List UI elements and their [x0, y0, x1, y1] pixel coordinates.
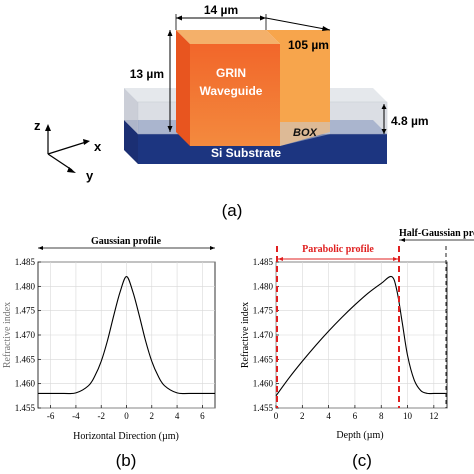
box-label: BOX: [293, 127, 318, 139]
plot-c-ytick-label-3: 1.470: [253, 330, 274, 340]
plot-c-header-parabolic: Parabolic profile: [302, 244, 374, 255]
plot-c-xtick-label-3: 6: [353, 411, 358, 421]
plot-b-ytick-label-0: 1.455: [15, 403, 36, 413]
substrate-front: [124, 120, 138, 164]
dim-length-line: [265, 17, 331, 31]
plot-b-header: Gaussian profile: [91, 236, 162, 247]
plot-c-ytick-label-4: 1.475: [253, 306, 274, 316]
plot-c-parabolic-arrow-left: [278, 257, 283, 261]
plot-c-xtick-label-1: 2: [300, 411, 305, 421]
plot-b-series-line: [37, 276, 216, 395]
waveguide-front-face: [176, 30, 190, 146]
waveguide-top: [176, 30, 280, 44]
plot-b-xlabel: Horizontal Direction (µm): [73, 431, 179, 442]
dim-width-arrow-right: [260, 15, 266, 21]
plot-c-ticks: 0 2 4 6 8 10 12 1.455 1.460 1.465 1.470 1.475 1.480 1…: [253, 257, 439, 421]
plot-b-xtick-label-0: -6: [47, 411, 55, 421]
dim-box-label: 4.8 µm: [391, 114, 429, 128]
plot-c-ytick-label-1: 1.460: [253, 379, 274, 389]
axis-x-line: [47, 141, 87, 155]
plot-b-ytick-label-2: 1.465: [15, 354, 36, 364]
plot-b-xtick-label-5: 4: [175, 411, 180, 421]
dim-width-arrow-left: [176, 15, 182, 21]
plot-c-ylabel: Refractive index: [240, 302, 251, 368]
plot-c-ytick-label-0: 1.455: [253, 403, 274, 413]
plot-c-parabolic-arrow-right: [393, 257, 398, 261]
dim-height-arrow-top: [167, 30, 173, 36]
waveguide-depth-face: [266, 30, 330, 146]
dim-box-arrow-bottom: [381, 129, 387, 134]
plot-b-header-arrow-right: [210, 246, 215, 250]
plot-c-xtick-label-2: 4: [326, 411, 331, 421]
plot-c-ytick-label-5: 1.480: [253, 281, 274, 291]
plot-b-xtick-label-4: 2: [150, 411, 155, 421]
axis-z-arrow: [45, 124, 51, 131]
dim-width-label: 14 µm: [204, 3, 238, 17]
dim-box-arrow-top: [381, 104, 387, 109]
plot-b-ytick-label-5: 1.480: [15, 281, 36, 291]
plot-b-ytick-label-6: 1.485: [15, 257, 36, 267]
plot-b-ytick-label-4: 1.475: [15, 306, 36, 316]
plot-b-header-arrow-left: [38, 246, 43, 250]
dim-length-label: 105 µm: [288, 38, 329, 52]
caption-c: (c): [352, 451, 372, 470]
plot-c-xtick-label-0: 0: [274, 411, 279, 421]
axis-y-line: [47, 153, 73, 171]
axis-x-label: x: [94, 139, 102, 154]
axis-x-arrow: [83, 139, 90, 145]
plot-c-xlabel: Depth (µm): [336, 430, 383, 441]
plot-c-header-halfgauss: Half-Gaussian prof: [399, 228, 474, 239]
plot-c-ytick-label-2: 1.465: [253, 354, 274, 364]
plot-b-xtick-label-3: 0: [124, 411, 129, 421]
plot-b-grid: [38, 261, 215, 409]
caption-b: (b): [116, 451, 137, 470]
plot-b-ylabel: Refractive index: [2, 302, 13, 368]
plot-b-xtick-label-6: 6: [200, 411, 205, 421]
plot-b: -6 -4 -2 0 2 4 6 1.455 1.460 1.465 1.470 1.475 1.480…: [2, 236, 216, 470]
axis-y-arrow: [67, 167, 76, 173]
box-layer-front: [124, 88, 138, 134]
plot-c-xtick-label-4: 8: [379, 411, 384, 421]
substrate-label: Si Substrate: [211, 146, 281, 160]
plot-b-ytick-label-3: 1.470: [15, 330, 36, 340]
plot-c-xtick-label-5: 10: [403, 411, 413, 421]
plot-b-xtick-label-2: -2: [97, 411, 105, 421]
box-right-overlay: [280, 122, 330, 146]
dim-height-label: 13 µm: [130, 67, 164, 81]
waveguide-schematic: 14 µm 105 µm 13 µm 4.8 µm GRIN Waveguide…: [34, 3, 429, 220]
waveguide-side-face: [190, 44, 280, 146]
plot-c-series-line: [275, 275, 447, 397]
plot-c-halfgauss-arrow-left: [400, 238, 405, 242]
plot-b-ytick-label-1: 1.460: [15, 379, 36, 389]
plot-c: 0 2 4 6 8 10 12 1.455 1.460 1.465 1.470 1.475 1.480 1…: [240, 228, 474, 470]
plot-b-xtick-label-1: -4: [72, 411, 80, 421]
plot-c-grid: [275, 261, 447, 409]
axis-y-label: y: [86, 168, 94, 183]
dim-length-arrow: [322, 26, 330, 31]
grin-label-line1: GRIN: [216, 66, 246, 80]
axis-z-label: z: [34, 118, 41, 133]
plot-c-ytick-label-6: 1.485: [253, 257, 274, 267]
grin-label-line2: Waveguide: [200, 84, 263, 98]
plot-c-xtick-label-6: 12: [429, 411, 438, 421]
caption-a: (a): [222, 201, 243, 220]
dim-height-arrow-bottom: [167, 126, 173, 132]
plot-b-ticks: -6 -4 -2 0 2 4 6 1.455 1.460 1.465 1.470 1.475 1.480…: [15, 257, 205, 421]
